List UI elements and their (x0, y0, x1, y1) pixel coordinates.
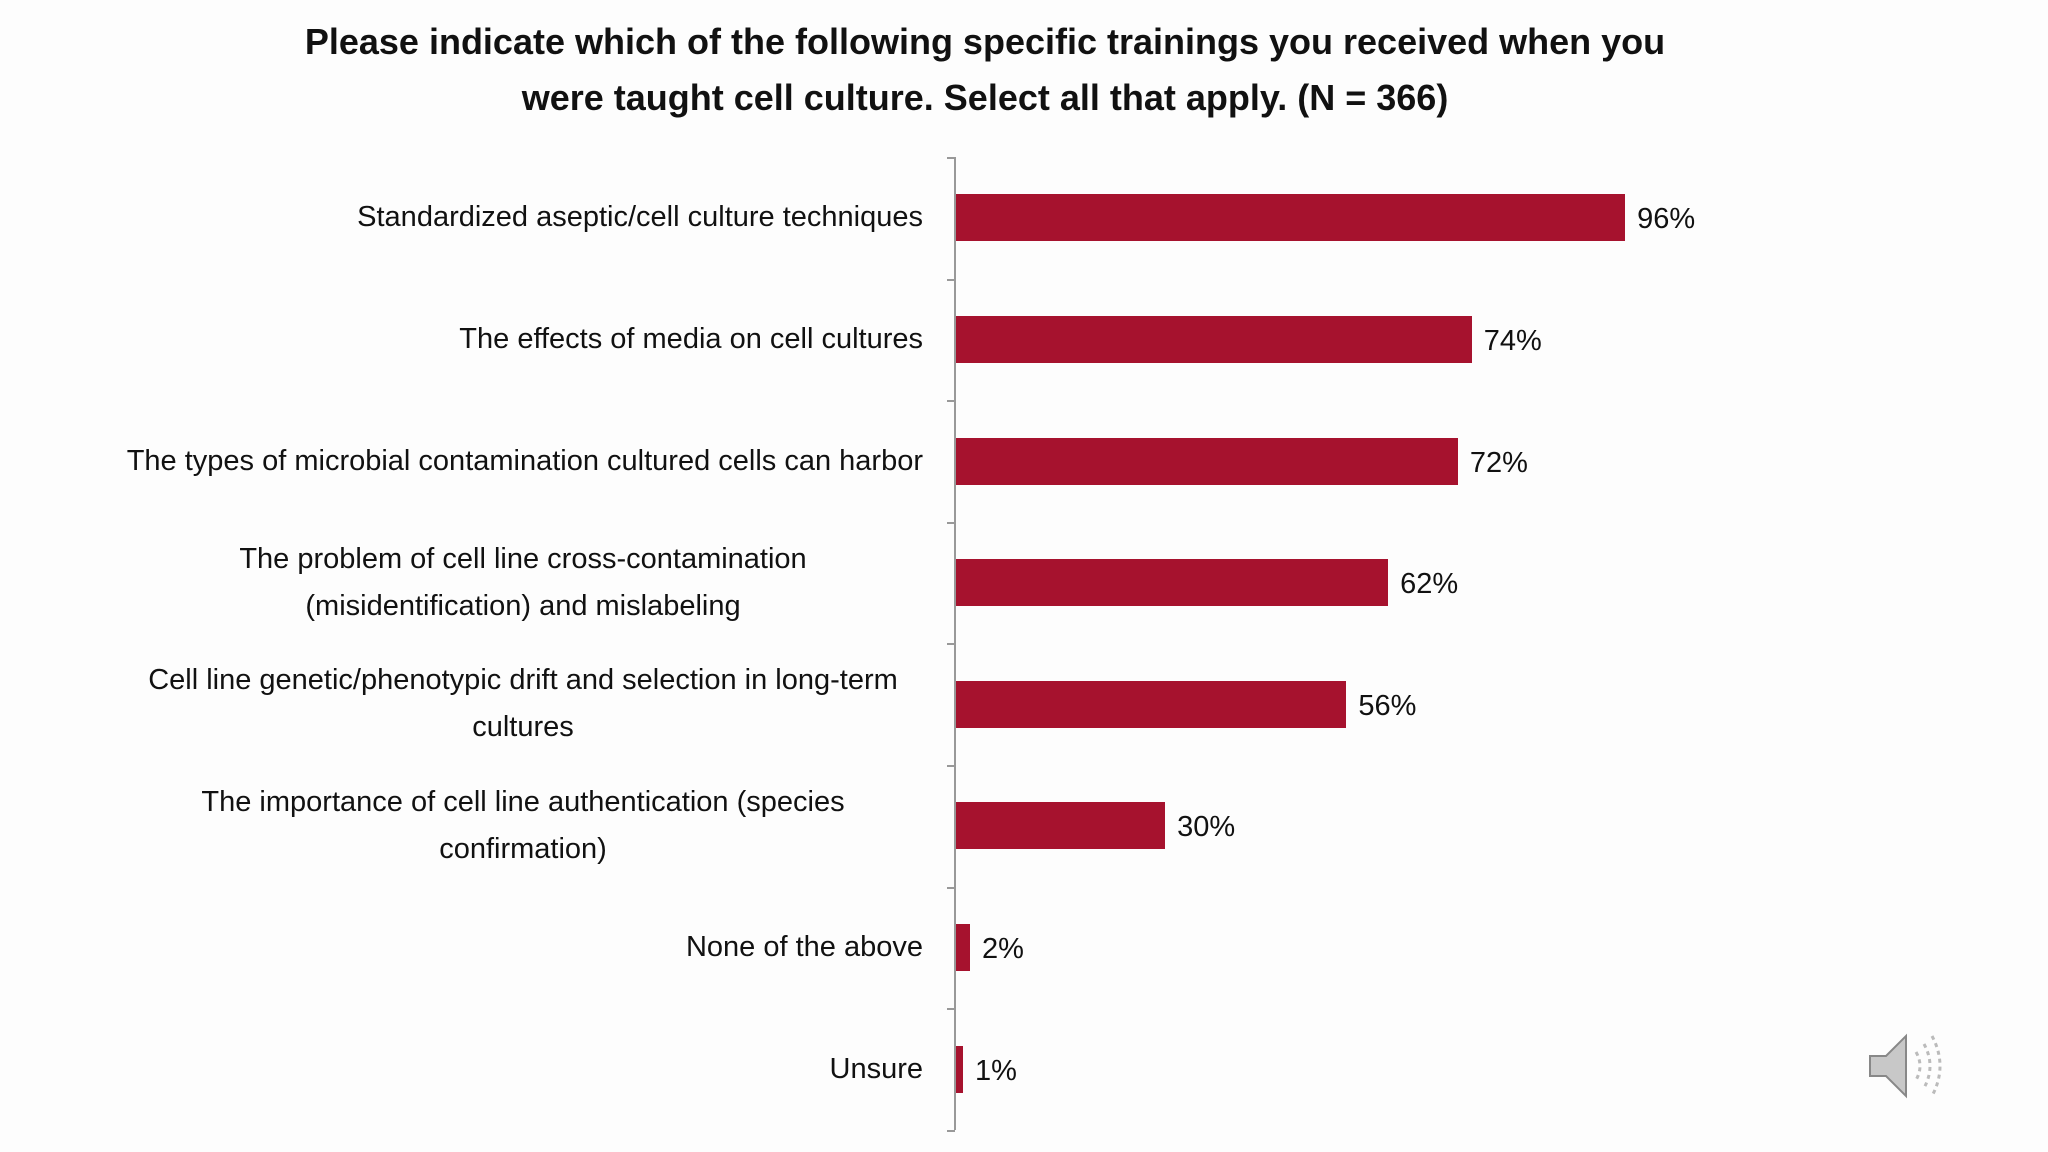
bar (956, 680, 1347, 728)
axis-tick (947, 521, 955, 524)
axis-tick (947, 400, 955, 403)
category-label: Cell line genetic/phenotypic drift and s… (148, 664, 898, 744)
category-label: None of the above (685, 930, 923, 963)
bar (956, 802, 1166, 850)
bar (956, 315, 1472, 363)
bar (956, 923, 970, 971)
category-row: The problem of cell line cross-contamina… (80, 523, 923, 643)
bar (956, 437, 1458, 485)
axis-tick (947, 643, 955, 646)
category-label: Unsure (829, 1052, 924, 1085)
value-label: 62% (1400, 568, 1459, 601)
value-label: 96% (1637, 203, 1696, 236)
value-label: 2% (981, 932, 1024, 965)
chart-title: Please indicate which of the following s… (304, 21, 1666, 118)
category-row: The effects of media on cell cultures (80, 279, 923, 399)
category-row: None of the above (80, 887, 923, 1007)
category-row: Unsure (80, 1009, 924, 1129)
bar (956, 559, 1389, 607)
value-label: 74% (1483, 324, 1542, 357)
category-label: The types of microbial contamination cul… (126, 444, 923, 477)
axis-tick (947, 886, 955, 889)
bar (956, 1045, 963, 1093)
axis-tick (947, 765, 955, 767)
category-row: Cell line genetic/phenotypic drift and s… (80, 644, 923, 764)
category-row: Standardized aseptic/cell culture techni… (80, 158, 923, 278)
value-label: 56% (1358, 689, 1417, 722)
value-label: 1% (974, 1054, 1017, 1087)
category-label: The problem of cell line cross-contamina… (239, 542, 807, 622)
speaker-icon (1869, 1033, 1942, 1099)
value-label: 72% (1469, 446, 1528, 479)
category-row: The types of microbial contamination cul… (80, 401, 923, 521)
axis-tick (947, 157, 955, 159)
axis-tick (947, 1129, 955, 1132)
category-row: The importance of cell line authenticati… (80, 766, 923, 886)
axis-line (954, 157, 956, 1130)
bar (956, 194, 1626, 242)
axis-tick (947, 278, 955, 281)
category-label: The effects of media on cell cultures (459, 322, 923, 355)
category-label: The importance of cell line authenticati… (201, 785, 845, 865)
value-label: 30% (1177, 811, 1236, 844)
category-label: Standardized aseptic/cell culture techni… (357, 201, 923, 234)
axis-tick (947, 1008, 955, 1011)
